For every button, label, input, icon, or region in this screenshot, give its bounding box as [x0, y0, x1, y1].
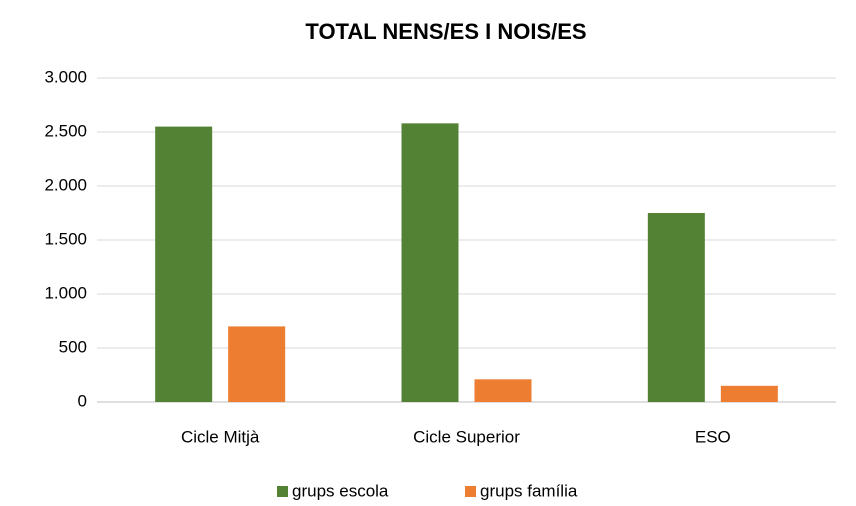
x-tick-label: Cicle Superior: [413, 427, 520, 446]
legend-swatch: [465, 486, 476, 497]
chart-title: TOTAL NENS/ES I NOIS/ES: [305, 19, 586, 44]
y-tick-label: 2.500: [44, 121, 87, 140]
y-tick-label: 500: [59, 337, 87, 356]
bar: [720, 385, 778, 402]
legend-label: grups família: [480, 481, 578, 500]
bar: [474, 379, 532, 402]
x-tick-label: Cicle Mitjà: [181, 427, 260, 446]
y-tick-label: 1.000: [44, 283, 87, 302]
bar: [155, 126, 213, 402]
x-tick-label: ESO: [695, 427, 731, 446]
bar: [647, 213, 705, 402]
y-tick-label: 2.000: [44, 175, 87, 194]
bar: [228, 326, 286, 402]
y-tick-label: 0: [78, 391, 87, 410]
y-tick-label: 1.500: [44, 229, 87, 248]
bar: [401, 123, 459, 403]
legend-swatch: [277, 486, 288, 497]
y-tick-label: 3.000: [44, 67, 87, 86]
legend-label: grups escola: [292, 481, 389, 500]
